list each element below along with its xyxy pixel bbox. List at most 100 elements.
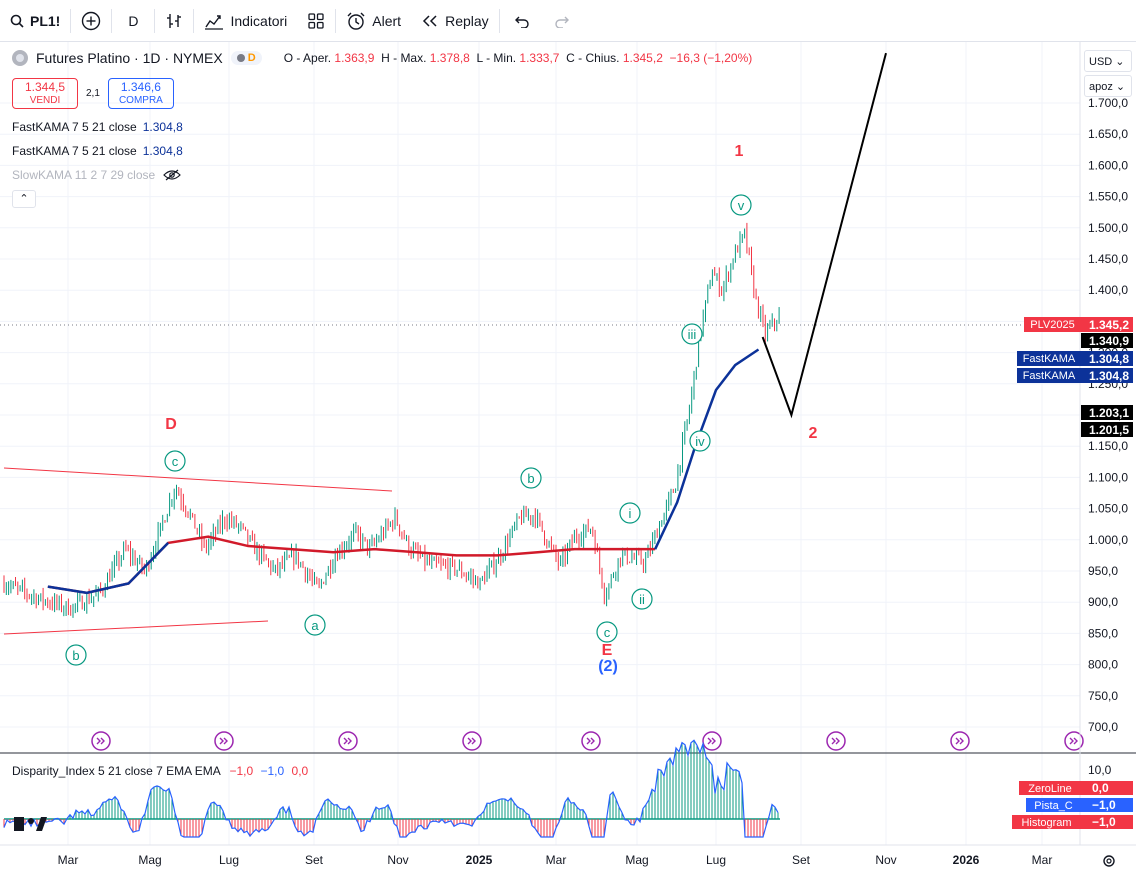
open-value: 1.363,9	[334, 51, 375, 65]
wave-label: b	[520, 467, 542, 489]
wave-label: (2)	[598, 658, 618, 675]
price-tag-value-box	[1081, 317, 1133, 332]
price-tag: 1.340,9	[1081, 333, 1133, 348]
buy-button[interactable]: 1.346,6 COMPRA	[107, 78, 174, 109]
indicator-legend-fastkama-1[interactable]: FastKAMA 7 5 21 close 1.304,8	[12, 120, 183, 134]
price-tag-value: 1.304,8	[1089, 352, 1129, 366]
indicators-button[interactable]: Indicatori	[194, 0, 297, 42]
event-chevron	[219, 737, 224, 745]
price-tag-label: FastKAMA	[1023, 353, 1076, 365]
price-tick-label: 850,0	[1088, 626, 1118, 640]
price-tag-label-box	[1024, 317, 1081, 332]
currency-select[interactable]: USD ⌄	[1084, 50, 1132, 72]
change-value: −16,3 (−1,20%)	[669, 51, 753, 65]
event-circle	[1064, 731, 1084, 751]
chevron-up-icon: ⌃	[19, 193, 29, 205]
osc-tag-value: 0,0	[1092, 781, 1109, 795]
oscillator-value-3: 0,0	[291, 764, 309, 778]
wave-text: iv	[695, 434, 705, 449]
event-marker-icon[interactable]	[338, 731, 358, 751]
event-circle	[462, 731, 482, 751]
event-marker-icon[interactable]	[462, 731, 482, 751]
wave-text: c	[604, 625, 611, 640]
high-value: 1.378,8	[429, 51, 470, 65]
wave-text: ii	[639, 592, 645, 607]
price-tag-value-box	[1081, 333, 1133, 348]
wave-circle	[65, 644, 87, 666]
osc-tag-value: −1,0	[1092, 815, 1116, 829]
grid-icon	[308, 12, 324, 29]
eye-hidden-icon[interactable]	[163, 169, 182, 181]
event-markers[interactable]	[91, 731, 1084, 751]
event-marker-icon[interactable]	[826, 731, 846, 751]
alert-button[interactable]: Alert	[336, 0, 411, 42]
time-tick-label: Mar	[1032, 853, 1053, 867]
toolbar-divider	[154, 8, 156, 33]
price-tick-label: 750,0	[1088, 689, 1118, 703]
symbol-search[interactable]: PL1!	[0, 0, 70, 42]
redo-button[interactable]	[542, 0, 584, 42]
price-tag-value: 1.345,2	[1089, 318, 1129, 332]
time-tick-label: Nov	[387, 853, 408, 867]
price-tag: FastKAMA 1.304,8	[1017, 368, 1133, 383]
scale-mode-select[interactable]: apoz ⌄	[1084, 75, 1132, 97]
toolbar-divider	[335, 8, 337, 33]
triangle-trendlines	[3, 467, 393, 635]
interval-button[interactable]: D	[112, 0, 154, 42]
sell-button[interactable]: 1.344,5 VENDI	[12, 78, 78, 109]
undo-button[interactable]	[500, 0, 542, 42]
price-tick-label: 1.650,0	[1088, 127, 1128, 141]
kama-lines	[47, 348, 760, 595]
event-marker-icon[interactable]	[1064, 731, 1084, 751]
wave-text: i	[629, 506, 632, 521]
event-marker-icon[interactable]	[950, 731, 970, 751]
symbol-label: PL1!	[30, 12, 61, 29]
buy-price: 1.346,6	[120, 80, 161, 94]
price-tick-label: 1.150,0	[1088, 439, 1128, 453]
event-marker-icon[interactable]	[581, 731, 601, 751]
toolbar-divider	[111, 8, 113, 33]
compare-button[interactable]	[71, 0, 111, 42]
wave-circle	[164, 450, 186, 472]
low-value: 1.333,7	[519, 51, 560, 65]
plus-circle-icon	[82, 11, 101, 30]
event-chevron	[831, 737, 836, 745]
chevron-down-icon: ⌄	[1115, 81, 1126, 93]
wave-circle	[681, 323, 703, 345]
event-chevron	[467, 737, 472, 745]
templates-button[interactable]	[297, 0, 335, 42]
toolbar-divider	[193, 8, 195, 33]
replay-button[interactable]: Replay	[411, 0, 499, 42]
wave-text: iii	[688, 327, 697, 342]
price-tag-value-box	[1081, 368, 1133, 383]
osc-tag-value-box	[1081, 781, 1133, 795]
wave-text: v	[738, 198, 745, 213]
wave-circle	[520, 467, 542, 489]
price-tag-value-box	[1081, 422, 1133, 437]
event-marker-icon[interactable]	[214, 731, 234, 751]
chart-type-button[interactable]	[155, 0, 193, 42]
osc-tag-label: ZeroLine	[1028, 783, 1071, 795]
collapse-legend-button[interactable]: ⌃	[12, 190, 36, 208]
price-tag-label-box	[1017, 351, 1081, 366]
price-tag: 1.203,1	[1081, 405, 1133, 420]
event-chevron	[707, 737, 712, 745]
oscillator-legend[interactable]: Disparity_Index 5 21 close 7 EMA EMA −1,…	[12, 764, 308, 778]
wave-circle	[631, 588, 653, 610]
event-marker-icon[interactable]	[91, 731, 111, 751]
spread-value: 2,1	[86, 88, 100, 99]
event-chevron	[711, 737, 716, 745]
settings-icon[interactable]	[1103, 855, 1115, 867]
oscillator-tick-label: 10,0	[1088, 763, 1112, 777]
delayed-badge[interactable]: D	[230, 51, 262, 65]
event-marker-icon[interactable]	[702, 731, 722, 751]
logo-part	[28, 818, 34, 824]
oscillator-pane: 10,0 ZeroLine 0,0 Pista_C −1,0 Histogram −1,0	[3, 739, 1133, 838]
trade-buttons: 1.344,5 VENDI 2,1 1.346,6 COMPRA	[12, 78, 174, 109]
wave-label: ii	[631, 588, 653, 610]
indicator-legend-fastkama-2[interactable]: FastKAMA 7 5 21 close 1.304,8	[12, 144, 183, 158]
time-axis[interactable]: Mar Mag Lug Set Nov 2025 Mar Mag Lug Set Nov 2026 Ma…	[58, 853, 1053, 867]
time-tick-label: Lug	[706, 853, 726, 867]
indicator-legend-slowkama[interactable]: SlowKAMA 11 2 7 29 close	[12, 168, 182, 182]
